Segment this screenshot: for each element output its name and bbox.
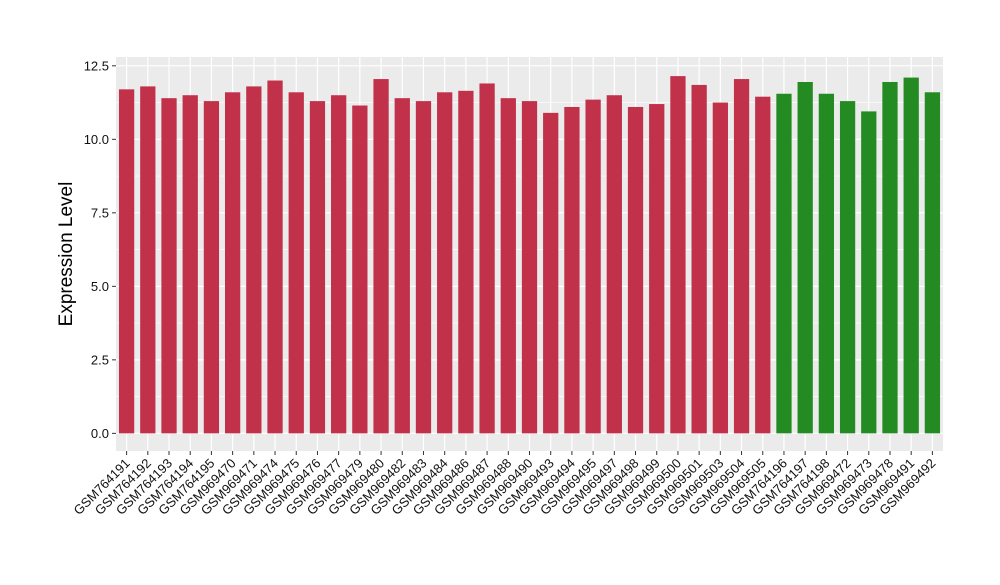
y-tick-label: 2.5 (91, 352, 109, 367)
bar-GSM764198 (818, 93, 835, 434)
bar-GSM969471 (246, 86, 262, 434)
x-axis-ticks: GSM764191GSM764192GSM764193GSM764194GSM7… (70, 451, 939, 518)
bar-GSM969498 (627, 106, 644, 434)
bars (118, 76, 941, 434)
bar-GSM969474 (267, 80, 283, 434)
bar-GSM969494 (564, 106, 580, 434)
bar-GSM969504 (733, 79, 750, 434)
bar-GSM764193 (161, 98, 177, 434)
bar-GSM969492 (924, 92, 941, 434)
bar-GSM969486 (458, 90, 474, 434)
bar-GSM969490 (521, 101, 538, 434)
bar-GSM969472 (839, 101, 856, 434)
bar-GSM969470 (224, 92, 241, 434)
bar-GSM969484 (437, 92, 453, 434)
bar-GSM969488 (500, 98, 516, 434)
bar-GSM969491 (903, 77, 919, 434)
y-tick-label: 0.0 (91, 426, 109, 441)
bar-GSM969478 (882, 81, 898, 434)
bar-GSM764194 (182, 95, 198, 434)
bar-GSM764196 (776, 93, 792, 434)
bar-GSM969501 (691, 84, 707, 434)
bar-GSM764192 (140, 86, 156, 434)
bar-GSM764191 (118, 89, 135, 434)
bar-GSM764195 (203, 101, 220, 434)
bar-GSM969495 (585, 99, 601, 434)
bar-GSM764197 (797, 81, 813, 434)
bar-GSM969477 (331, 95, 347, 434)
y-tick-label: 10.0 (84, 132, 109, 147)
bar-GSM969480 (373, 79, 389, 434)
bar-GSM969499 (649, 104, 665, 434)
bar-GSM969482 (394, 98, 410, 434)
bar-GSM969505 (755, 96, 771, 434)
y-axis-label: Expression Level (56, 182, 77, 327)
bar-GSM969483 (415, 101, 432, 434)
bar-GSM969476 (309, 101, 326, 434)
bar-GSM969493 (543, 112, 559, 434)
bar-GSM969473 (861, 111, 877, 434)
bar-GSM969500 (670, 76, 686, 434)
bar-GSM969475 (288, 92, 304, 434)
bar-GSM969497 (606, 95, 622, 434)
y-tick-label: 12.5 (84, 58, 109, 73)
y-axis-ticks: 0.0 2.5 5.0 7.5 10.0 12.5 (84, 58, 116, 441)
bar-GSM969479 (352, 105, 368, 434)
bar-GSM969487 (479, 83, 495, 434)
y-tick-label: 5.0 (91, 279, 109, 294)
y-tick-label: 7.5 (91, 205, 109, 220)
bar-GSM969503 (712, 102, 728, 434)
